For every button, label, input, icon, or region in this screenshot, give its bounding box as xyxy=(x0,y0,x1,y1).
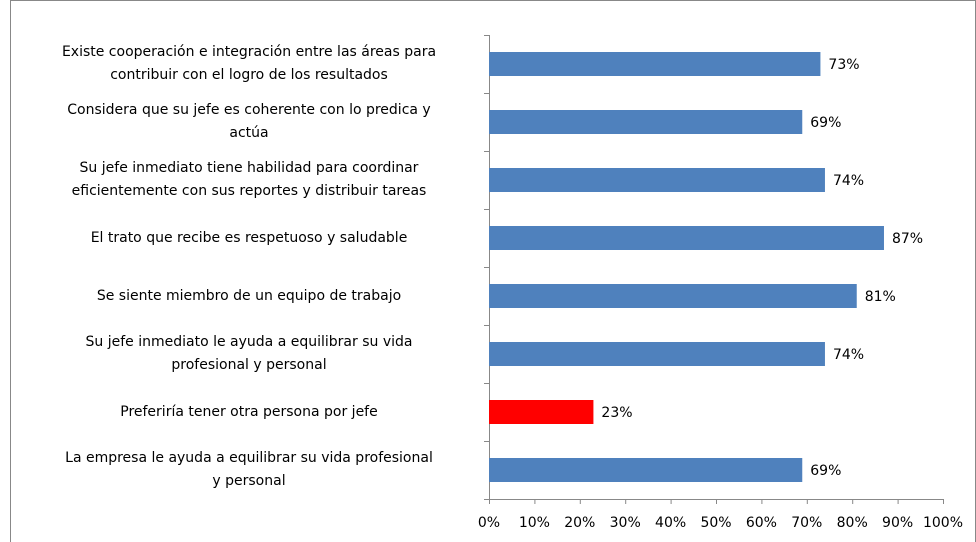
data-label: 23% xyxy=(601,405,632,421)
data-label: 74% xyxy=(833,347,864,363)
x-tick-label: 30% xyxy=(610,515,641,531)
x-tick-label: 20% xyxy=(564,515,595,531)
category-label: El trato que recibe es respetuoso y salu… xyxy=(90,229,408,246)
x-tick-label: 60% xyxy=(746,515,777,531)
category-label: Considera que su jefe es coherente con l… xyxy=(67,102,431,141)
bar xyxy=(489,284,857,308)
data-label: 73% xyxy=(828,57,859,73)
bar xyxy=(489,52,821,76)
category-label: Su jefe inmediato tiene habilidad para c… xyxy=(71,160,427,199)
bar xyxy=(489,400,594,424)
x-tick-label: 80% xyxy=(837,515,868,531)
data-label: 87% xyxy=(892,231,923,247)
data-label: 81% xyxy=(865,289,896,305)
data-label: 74% xyxy=(833,173,864,189)
x-tick-label: 40% xyxy=(655,515,686,531)
bar xyxy=(489,168,825,192)
category-label: Su jefe inmediato le ayuda a equilibrar … xyxy=(85,334,413,373)
category-label: La empresa le ayuda a equilibrar su vida… xyxy=(65,450,433,489)
x-tick-label: 0% xyxy=(478,515,500,531)
x-tick-label: 100% xyxy=(923,515,963,531)
data-label: 69% xyxy=(810,463,841,479)
category-label: Se siente miembro de un equipo de trabaj… xyxy=(96,287,402,304)
category-label: Existe cooperación e integración entre l… xyxy=(61,44,437,83)
bar xyxy=(489,458,803,482)
x-tick-label: 10% xyxy=(519,515,550,531)
bar xyxy=(489,342,825,366)
bar xyxy=(489,226,884,250)
category-label: Preferiría tener otra persona por jefe xyxy=(120,403,378,420)
data-label: 69% xyxy=(810,115,841,131)
x-tick-label: 70% xyxy=(791,515,822,531)
x-tick-label: 50% xyxy=(700,515,731,531)
bar xyxy=(489,110,803,134)
x-tick-label: 90% xyxy=(882,515,913,531)
